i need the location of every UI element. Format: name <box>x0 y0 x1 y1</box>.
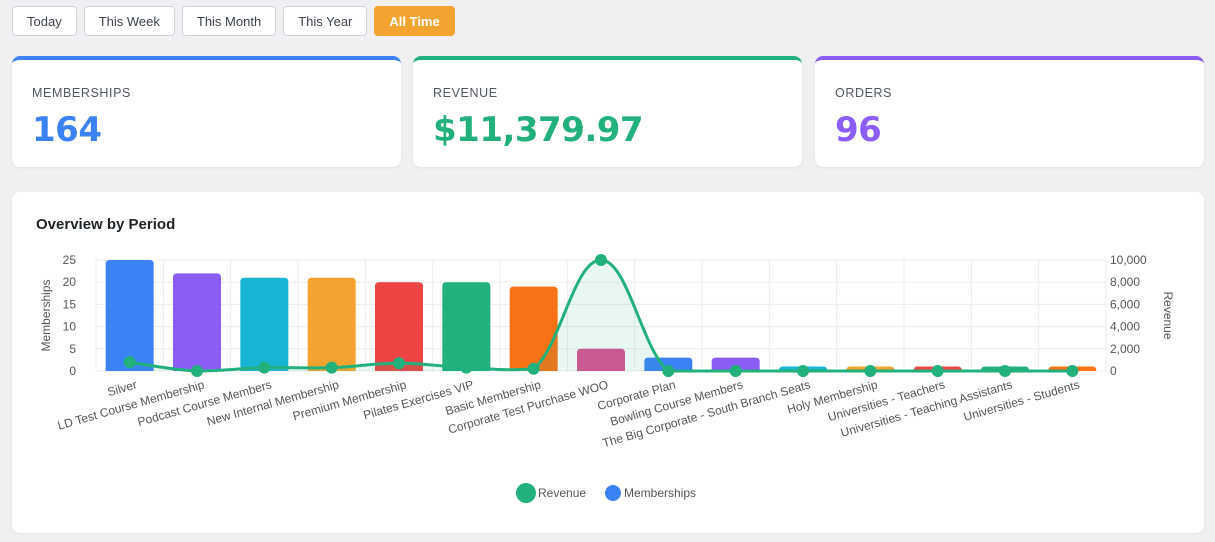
date-filter-bar: Today This Week This Month This Year All… <box>12 6 455 36</box>
y-left-tick-label: 20 <box>63 275 77 289</box>
orders-stat-value: 96 <box>835 110 882 150</box>
bar-memberships <box>644 357 693 371</box>
revenue-point <box>527 362 540 375</box>
memberships-stat-value: 164 <box>32 110 102 150</box>
revenue-point <box>864 365 877 377</box>
revenue-point <box>595 254 607 266</box>
bar-memberships <box>711 357 760 371</box>
legend-memberships-label: Memberships <box>624 486 696 500</box>
filter-all-time-button[interactable]: All Time <box>374 6 455 36</box>
memberships-stat-card: MEMBERSHIPS 164 <box>12 56 401 167</box>
y-left-tick-label: 5 <box>69 342 76 356</box>
revenue-point <box>797 365 809 377</box>
y-right-tick-label: 0 <box>1110 364 1117 378</box>
revenue-stat-card: REVENUE $11,379.97 <box>413 56 802 167</box>
y-left-tick-label: 10 <box>63 320 77 334</box>
revenue-point <box>460 361 473 374</box>
filter-this-year-button[interactable]: This Year <box>283 6 368 36</box>
revenue-stat-value: $11,379.97 <box>433 110 644 150</box>
revenue-stat-label: REVENUE <box>433 86 498 100</box>
x-category-label: Universities - Students <box>962 377 1081 424</box>
filter-this-month-button[interactable]: This Month <box>181 6 277 36</box>
bar-memberships <box>105 260 154 371</box>
revenue-point <box>662 365 675 377</box>
revenue-point <box>931 365 944 377</box>
y-right-tick-label: 4,000 <box>1110 320 1140 334</box>
y-left-tick-label: 0 <box>69 364 76 378</box>
memberships-stat-label: MEMBERSHIPS <box>32 86 131 100</box>
filter-this-week-button[interactable]: This Week <box>83 6 175 36</box>
bar-memberships <box>577 348 625 371</box>
revenue-point <box>729 365 742 377</box>
revenue-point <box>191 365 203 377</box>
y-right-axis-label: Revenue <box>1161 291 1175 339</box>
y-right-tick-label: 2,000 <box>1110 342 1140 356</box>
revenue-point <box>999 365 1011 377</box>
y-right-tick-label: 10,000 <box>1110 253 1147 267</box>
revenue-point <box>325 361 338 374</box>
y-left-tick-label: 25 <box>63 253 77 267</box>
bar-memberships <box>173 273 221 371</box>
legend-revenue-swatch <box>516 483 536 503</box>
y-left-tick-label: 15 <box>63 297 77 311</box>
revenue-point <box>1066 365 1079 377</box>
y-right-tick-label: 8,000 <box>1110 275 1140 289</box>
legend-memberships-swatch <box>605 485 621 501</box>
legend-revenue-label: Revenue <box>538 486 586 500</box>
revenue-point <box>258 361 271 374</box>
overview-chart: 0 5 10 15 20 25 0 2,000 4,000 6,000 8,000 10,000 Mem… <box>39 253 1175 503</box>
bar-memberships <box>442 282 491 371</box>
filter-today-button[interactable]: Today <box>12 6 77 36</box>
revenue-point <box>123 356 136 369</box>
y-left-axis-label: Memberships <box>39 279 53 351</box>
overview-chart-card: 0 5 10 15 20 25 0 2,000 4,000 6,000 8,000 10,000 Mem… <box>12 192 1204 533</box>
orders-stat-card: ORDERS 96 <box>815 56 1204 167</box>
y-right-tick-label: 6,000 <box>1110 297 1140 311</box>
orders-stat-label: ORDERS <box>835 86 893 100</box>
bar-memberships <box>307 277 356 371</box>
bar-memberships <box>375 282 423 371</box>
revenue-area-fill <box>129 259 1073 371</box>
x-category-label: Silver <box>106 377 139 399</box>
chart-title: Overview by Period <box>36 216 176 233</box>
bar-memberships <box>509 286 558 371</box>
bar-memberships <box>240 277 289 371</box>
revenue-point <box>393 357 405 370</box>
